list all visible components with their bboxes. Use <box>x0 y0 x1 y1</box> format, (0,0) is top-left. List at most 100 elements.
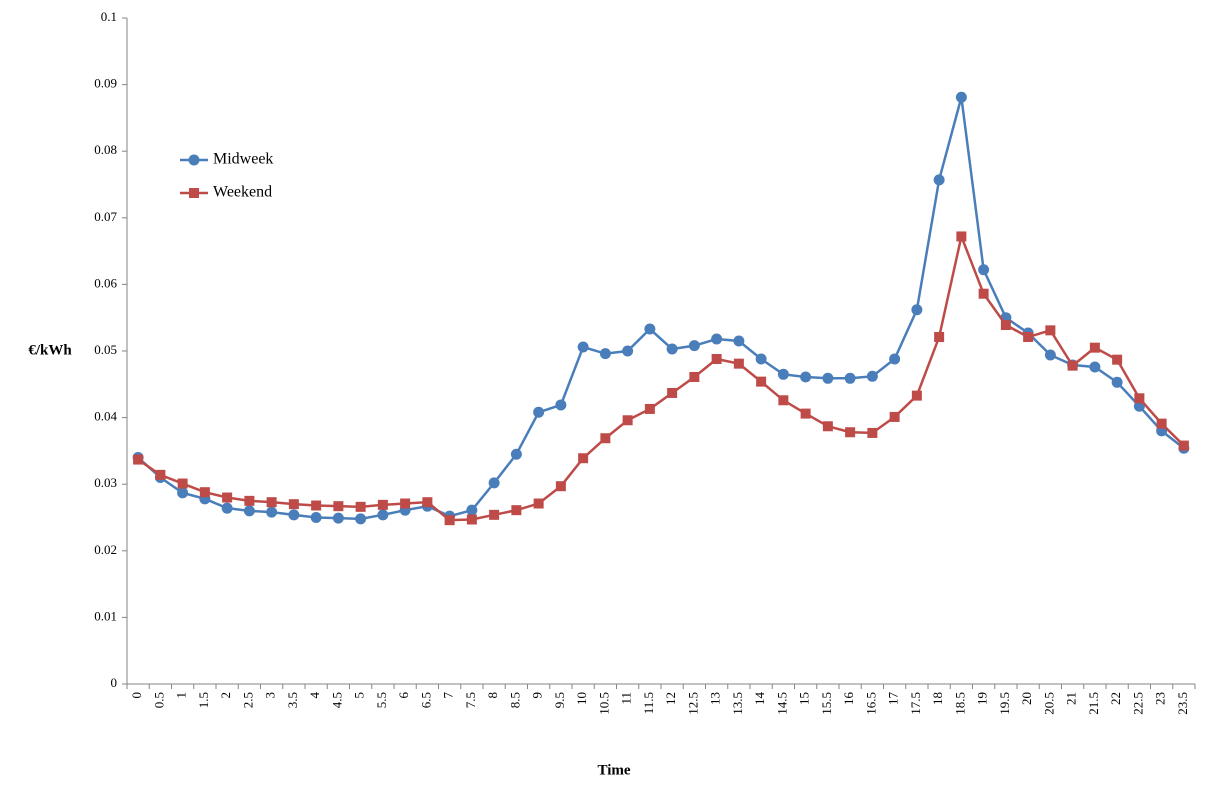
data-point <box>934 332 945 343</box>
data-point <box>644 403 655 414</box>
x-tick-label: 17.5 <box>908 692 923 715</box>
data-point <box>667 387 678 398</box>
data-point <box>666 343 678 355</box>
data-point <box>689 371 700 382</box>
data-point <box>1044 349 1056 361</box>
data-point <box>400 498 411 509</box>
data-point <box>866 370 878 382</box>
series-line <box>137 232 1185 522</box>
data-point <box>1023 332 1034 343</box>
y-tick-label: 0.05 <box>94 342 117 357</box>
series-line <box>137 96 1185 521</box>
data-point <box>577 341 589 353</box>
x-tick-label: 3 <box>263 692 278 699</box>
data-point <box>911 390 922 401</box>
x-tick-label: 12 <box>663 692 678 705</box>
x-tick-label: 13 <box>708 692 723 705</box>
data-point <box>600 433 611 444</box>
x-tick-label: 7 <box>441 692 456 699</box>
x-tick-label: 18.5 <box>952 692 967 715</box>
data-point <box>1178 440 1189 451</box>
x-tick-label: 6.5 <box>418 692 433 708</box>
x-tick-label: 5.5 <box>374 692 389 708</box>
data-point <box>1134 393 1145 404</box>
x-axis-label: Time <box>597 762 630 778</box>
x-tick-label: 11.5 <box>641 692 656 714</box>
data-point <box>332 512 344 524</box>
data-point <box>733 358 744 369</box>
data-point <box>822 421 833 432</box>
data-point <box>578 453 589 464</box>
data-point <box>133 454 144 465</box>
data-point <box>177 487 189 499</box>
data-point <box>911 304 923 316</box>
data-point <box>288 509 300 521</box>
data-point <box>1111 376 1123 388</box>
data-point <box>777 368 789 380</box>
y-tick-label: 0.01 <box>94 608 117 623</box>
x-tick-label: 9.5 <box>552 692 567 708</box>
data-point <box>1133 400 1145 412</box>
data-point <box>1156 418 1167 429</box>
data-point <box>1112 354 1123 365</box>
legend-marker <box>188 154 200 166</box>
data-point <box>622 415 633 426</box>
y-tick-label: 0.02 <box>94 542 117 557</box>
x-tick-label: 15 <box>797 692 812 705</box>
data-point <box>756 376 767 387</box>
x-tick-label: 0 <box>129 692 144 699</box>
x-tick-label: 10.5 <box>596 692 611 715</box>
data-point <box>266 506 278 518</box>
data-point <box>221 502 233 514</box>
data-point <box>333 501 344 512</box>
data-point <box>800 408 811 419</box>
x-tick-label: 20.5 <box>1041 692 1056 715</box>
legend-label: Weekend <box>213 184 272 201</box>
x-tick-label: 5 <box>352 692 367 699</box>
data-point <box>311 500 322 511</box>
data-point <box>733 335 745 347</box>
data-point <box>422 497 433 508</box>
legend-marker <box>189 188 199 198</box>
x-tick-label: 21.5 <box>1086 692 1101 715</box>
data-point <box>488 477 500 489</box>
y-tick-label: 0 <box>111 675 118 690</box>
data-point <box>1067 360 1078 371</box>
y-tick-label: 0.08 <box>94 142 117 157</box>
x-tick-label: 14.5 <box>774 692 789 715</box>
x-tick-label: 1 <box>174 692 189 699</box>
y-tick-label: 0.03 <box>94 475 117 490</box>
data-point <box>844 372 856 384</box>
data-point <box>956 231 967 242</box>
data-point <box>622 345 634 357</box>
x-tick-label: 7.5 <box>463 692 478 708</box>
x-tick-label: 16 <box>841 692 856 706</box>
data-point <box>244 495 255 506</box>
data-point <box>889 411 900 422</box>
data-point <box>466 504 478 516</box>
data-point <box>377 509 389 521</box>
data-point <box>177 478 188 489</box>
data-point <box>555 399 567 411</box>
legend-label: Midweek <box>213 151 273 168</box>
x-tick-label: 22.5 <box>1130 692 1145 715</box>
y-tick-label: 0.04 <box>94 409 117 424</box>
x-tick-label: 11 <box>619 692 634 705</box>
x-tick-label: 18 <box>930 692 945 705</box>
data-point <box>310 512 322 523</box>
y-axis-label: €/kWh <box>28 342 72 358</box>
data-point <box>377 499 388 510</box>
data-point <box>1089 342 1100 353</box>
y-tick-label: 0.1 <box>101 9 117 24</box>
x-tick-label: 23 <box>1153 692 1168 705</box>
x-tick-label: 19 <box>975 692 990 705</box>
x-tick-label: 19.5 <box>997 692 1012 715</box>
x-tick-label: 8.5 <box>507 692 522 708</box>
x-tick-label: 12.5 <box>685 692 700 715</box>
y-tick-label: 0.07 <box>94 209 117 224</box>
data-point <box>599 348 611 360</box>
data-point <box>955 91 967 103</box>
data-point <box>222 492 233 503</box>
x-tick-label: 20 <box>1019 692 1034 705</box>
